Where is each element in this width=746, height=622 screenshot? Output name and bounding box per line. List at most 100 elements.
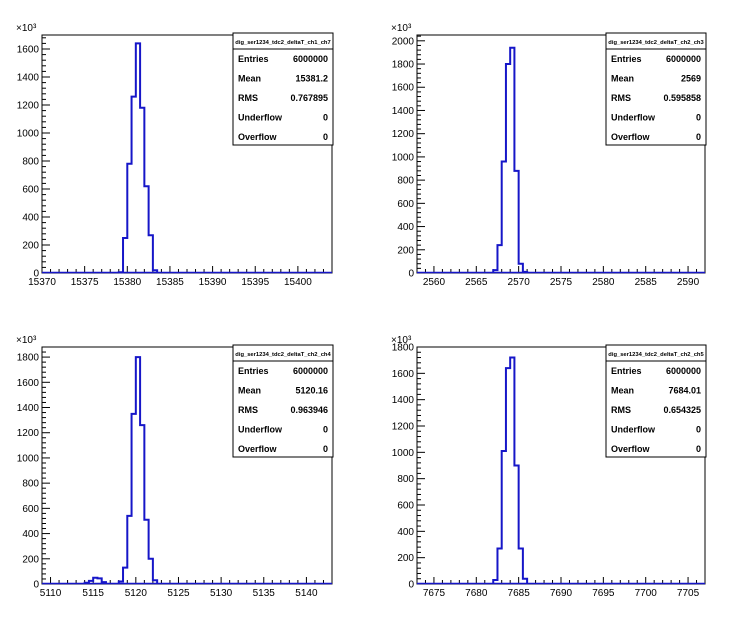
stats-row-value: 0 — [323, 444, 328, 454]
histogram-bin — [506, 368, 510, 584]
histogram-bin — [123, 568, 127, 584]
y-tick-label: 0 — [408, 269, 414, 280]
x-tick-label: 7685 — [508, 588, 531, 599]
stats-box-frame — [232, 344, 334, 458]
stats-row-value: 0.654325 — [663, 405, 701, 415]
histogram-bin — [519, 548, 523, 584]
y-tick-label: 1600 — [17, 45, 40, 56]
stats-row-label: Mean — [611, 386, 634, 396]
x-tick-label: 5110 — [40, 588, 62, 599]
x-tick-label: 2560 — [423, 277, 446, 288]
stats-row-value: 6000000 — [666, 54, 701, 64]
stats-row-label: Overflow — [611, 132, 651, 142]
x-tick-label: 15385 — [156, 277, 184, 288]
stats-row-label: Underflow — [238, 425, 283, 435]
x-tick-label: 5115 — [82, 588, 104, 599]
stats-row-label: Overflow — [238, 132, 278, 142]
y-tick-label: 1400 — [17, 403, 40, 414]
y-tick-label: 2000 — [392, 36, 415, 47]
y-tick-label: 1400 — [17, 73, 40, 84]
y-axis-exponent-label: ×10³ — [16, 23, 37, 34]
stats-row-value: 0 — [323, 113, 328, 123]
x-tick-label: 15370 — [28, 277, 56, 288]
stats-box: dig_ser1234_tdc2_deltaT_ch2_ch4 Entries 60… — [232, 344, 334, 458]
x-tick-label: 2570 — [508, 277, 531, 288]
stats-row-label: Underflow — [238, 113, 283, 123]
histogram-outline — [492, 46, 529, 273]
y-tick-label: 1000 — [392, 152, 415, 163]
stats-box-frame — [605, 32, 707, 146]
y-tick-label: 800 — [22, 157, 39, 168]
histogram-outline — [492, 356, 529, 584]
x-tick-label: 5135 — [253, 588, 276, 599]
histogram-bin — [510, 48, 514, 273]
x-tick-label: 7700 — [635, 588, 658, 599]
x-tick-label: 15380 — [113, 277, 141, 288]
y-tick-label: 1600 — [392, 369, 415, 380]
stats-row-label: Mean — [238, 386, 261, 396]
histogram-bin — [502, 162, 506, 273]
stats-row-value: 6000000 — [666, 366, 701, 376]
histogram-bin — [132, 414, 136, 584]
y-tick-label: 1000 — [392, 448, 415, 459]
x-tick-label: 7695 — [592, 588, 615, 599]
y-tick-label: 1800 — [392, 60, 415, 71]
stats-row-value: 6000000 — [293, 366, 328, 376]
histogram-bin — [510, 358, 514, 584]
x-tick-label: 5140 — [295, 588, 318, 599]
y-tick-label: 600 — [22, 504, 39, 515]
x-tick-label: 7680 — [465, 588, 488, 599]
x-tick-label: 7690 — [550, 588, 573, 599]
y-tick-label: 400 — [22, 213, 39, 224]
stats-box-title: dig_ser1234_tdc2_deltaT_ch1_ch7 — [235, 40, 330, 46]
stats-row-label: Overflow — [238, 444, 278, 454]
stats-row-value: 0 — [696, 113, 701, 123]
histogram-bin — [506, 64, 510, 273]
histogram-bin — [502, 451, 506, 584]
stats-row-value: 0.767895 — [290, 93, 328, 103]
y-tick-label: 1200 — [392, 129, 415, 140]
y-tick-label: 1000 — [17, 453, 40, 464]
stats-row-value: 15381.2 — [295, 74, 328, 84]
stats-row-label: Entries — [611, 366, 642, 376]
stats-row-label: Entries — [238, 366, 269, 376]
y-tick-label: 600 — [397, 199, 414, 210]
stats-row-label: Underflow — [611, 113, 656, 123]
stats-row-label: RMS — [611, 405, 631, 415]
stats-box-title: dig_ser1234_tdc2_deltaT_ch2_ch5 — [608, 352, 704, 358]
x-tick-label: 15390 — [199, 277, 227, 288]
x-tick-label: 7705 — [677, 588, 700, 599]
histogram-bin — [144, 186, 148, 273]
stats-row-value: 7684.01 — [668, 386, 701, 396]
stats-row-value: 0.963946 — [290, 405, 328, 415]
y-axis-exponent-label: ×10³ — [16, 335, 37, 346]
stats-row-label: Overflow — [611, 444, 651, 454]
y-tick-label: 600 — [22, 185, 39, 196]
histogram-bin — [497, 245, 501, 273]
x-tick-label: 15400 — [284, 277, 312, 288]
histogram-bin — [132, 97, 136, 273]
y-tick-label: 200 — [22, 241, 39, 252]
histogram-bin — [519, 264, 523, 273]
histogram-panel-1: 15370 15375 15380 15385 15390 15395 15400 0 200 4… — [16, 23, 334, 288]
histogram-bin — [123, 238, 127, 273]
y-tick-label: 1000 — [17, 129, 40, 140]
x-tick-label: 15375 — [71, 277, 99, 288]
stats-row-label: Entries — [238, 54, 269, 64]
histogram-bin — [136, 357, 140, 584]
stats-box: dig_ser1234_tdc2_deltaT_ch2_ch3 Entries 60… — [605, 32, 707, 146]
stats-box: dig_ser1234_tdc2_deltaT_ch2_ch5 Entries 60… — [605, 344, 707, 458]
x-tick-label: 2580 — [592, 277, 615, 288]
y-tick-label: 400 — [397, 527, 414, 538]
histogram-bin — [497, 548, 501, 584]
histogram-panel-2: 2560 2565 2570 2575 2580 2585 2590 0 200 400 600 80… — [391, 23, 707, 288]
y-tick-label: 1800 — [17, 353, 40, 364]
y-tick-label: 800 — [397, 176, 414, 187]
x-tick-label: 15395 — [241, 277, 269, 288]
stats-row-value: 0 — [696, 444, 701, 454]
x-tick-label: 5125 — [167, 588, 190, 599]
y-tick-label: 200 — [397, 553, 414, 564]
stats-box-frame — [232, 32, 334, 146]
stats-row-value: 5120.16 — [295, 386, 328, 396]
